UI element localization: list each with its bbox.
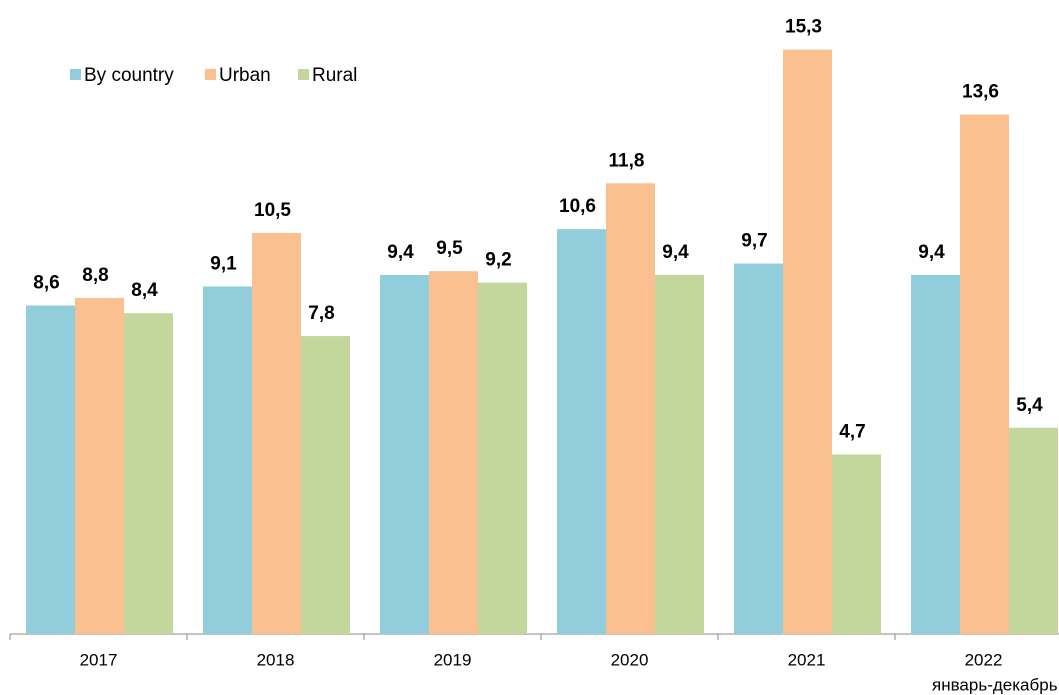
legend-swatch [298, 69, 309, 80]
value-label: 7,8 [308, 303, 334, 324]
legend-swatch [205, 69, 216, 80]
value-label: 13,6 [962, 82, 999, 103]
value-label: 4,7 [839, 422, 865, 443]
x-tick-label: 2022 [965, 650, 1003, 669]
legend-swatch [70, 69, 81, 80]
x-tick-label: 2020 [611, 650, 649, 669]
value-label: 10,6 [559, 196, 596, 217]
bar [124, 313, 173, 634]
x-tick-label: 2019 [434, 650, 472, 669]
value-label: 9,4 [918, 242, 945, 263]
bar [429, 271, 478, 634]
legend-label: Urban [219, 65, 271, 86]
value-label: 9,2 [485, 250, 511, 271]
x-tick-label: 2021 [788, 650, 826, 669]
bar [655, 274, 704, 634]
value-label: 9,4 [387, 242, 414, 263]
bar [606, 183, 655, 634]
value-label: 9,7 [741, 231, 767, 252]
value-label: 9,5 [436, 238, 463, 259]
value-label: 8,8 [82, 265, 108, 286]
bar [832, 454, 881, 634]
value-label: 5,4 [1016, 395, 1043, 416]
bar [1009, 427, 1058, 634]
bar [26, 305, 75, 634]
value-label: 8,6 [33, 273, 59, 294]
bar [557, 229, 606, 635]
bar [75, 297, 124, 634]
category-note: январь-декабрь [932, 675, 1058, 694]
value-label: 10,5 [254, 200, 291, 221]
bar [478, 282, 527, 634]
legend-label: Rural [312, 65, 357, 86]
value-label: 11,8 [609, 150, 645, 171]
bar [380, 274, 429, 634]
bar [301, 336, 350, 634]
legend-label: By country [84, 65, 174, 86]
value-label: 9,1 [210, 253, 237, 274]
x-tick-label: 2018 [257, 650, 295, 669]
bar [783, 49, 832, 634]
bar [960, 114, 1009, 635]
bar [734, 263, 783, 634]
bar [203, 286, 252, 634]
bar [911, 274, 960, 634]
bar [252, 232, 301, 635]
value-label: 9,4 [662, 242, 689, 263]
value-label: 15,3 [785, 17, 822, 38]
value-label: 8,4 [131, 280, 158, 301]
x-tick-label: 2017 [80, 650, 118, 669]
